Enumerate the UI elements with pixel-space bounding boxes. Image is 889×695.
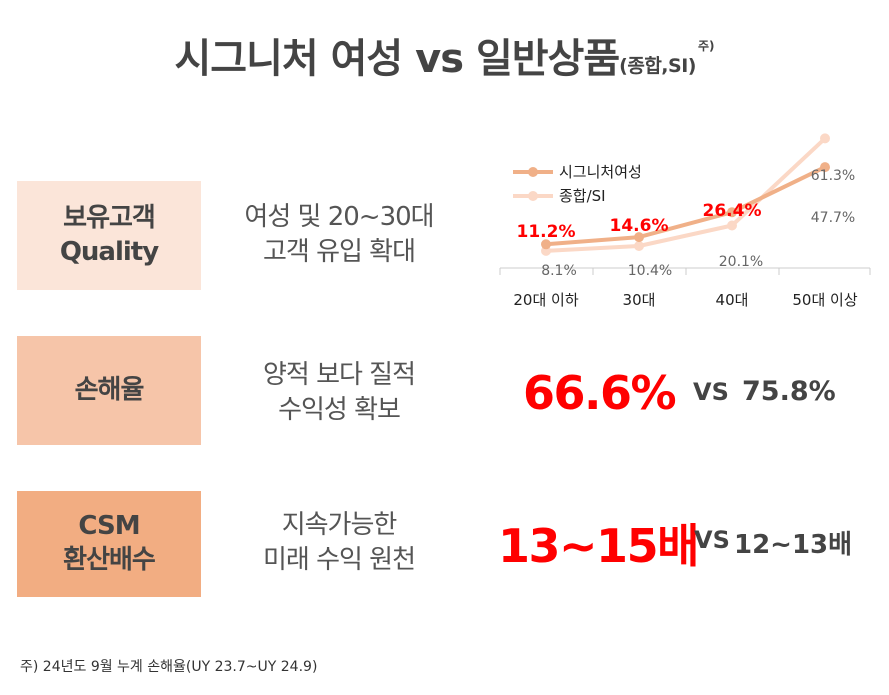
data-point xyxy=(820,162,830,173)
label-box-csm-multiple: CSM 환산배수 xyxy=(17,491,201,597)
legend-swatch-marker xyxy=(528,167,538,177)
vs-label: VS xyxy=(694,526,730,554)
data-label-total: 8.1% xyxy=(541,263,577,279)
data-point xyxy=(634,241,644,251)
title-sub: (종합,SI) xyxy=(619,55,696,77)
title-main: 시그니처 여성 vs 일반상품 xyxy=(174,36,620,82)
data-label-signature: 11.2% xyxy=(517,222,576,242)
data-label-signature: 26.4% xyxy=(703,201,762,221)
label-line: 손해율 xyxy=(74,374,145,405)
data-label-total: 20.1% xyxy=(719,254,763,270)
desc-line: 여성 및 20~30대 xyxy=(244,202,434,232)
legend-swatch-marker xyxy=(528,191,538,201)
label-box-customer-quality: 보유고객 Quality xyxy=(17,181,201,290)
data-point xyxy=(541,239,551,250)
label-line: CSM xyxy=(78,511,140,542)
legend-label: 종합/SI xyxy=(559,187,606,205)
series-line-signature xyxy=(545,165,826,247)
footnote: 주) 24년도 9월 누계 손해율(UY 23.7~UY 24.9) xyxy=(20,659,318,675)
label-line: 환산배수 xyxy=(63,545,156,575)
x-tick-label: 40대 xyxy=(716,291,749,309)
data-label-total: 10.4% xyxy=(628,263,672,279)
vs-label: VS xyxy=(693,378,729,406)
data-label-total: 61.3% xyxy=(811,168,855,184)
desc-line: 지속가능한 xyxy=(281,510,398,540)
data-point xyxy=(727,220,737,231)
desc-loss-ratio: 양적 보다 질적 수익성 확보 xyxy=(216,358,462,428)
desc-customer-quality: 여성 및 20~30대 고객 유입 확대 xyxy=(216,200,462,270)
data-point xyxy=(634,232,644,243)
page-title: 시그니처 여성 vs 일반상품(종합,SI)주) xyxy=(0,26,889,84)
csm-multiple-compare: 12~13배 xyxy=(734,530,853,560)
loss-ratio-compare: 75.8% xyxy=(742,376,836,407)
data-label-signature: 47.7% xyxy=(811,210,855,226)
title-note: 주) xyxy=(697,39,715,53)
desc-csm-multiple: 지속가능한 미래 수익 원천 xyxy=(216,508,462,578)
desc-line: 미래 수익 원천 xyxy=(262,545,416,576)
x-tick-label: 20대 이하 xyxy=(513,291,578,309)
label-line: Quality xyxy=(59,236,159,267)
label-line: 보유고객 xyxy=(63,202,156,233)
loss-ratio-highlight: 66.6% xyxy=(523,366,677,420)
data-label-signature: 14.6% xyxy=(610,216,669,236)
data-point xyxy=(820,133,830,144)
label-box-loss-ratio: 손해율 xyxy=(17,336,201,445)
x-tick-label: 30대 xyxy=(623,291,656,309)
legend-label: 시그니처여성 xyxy=(559,163,642,181)
csm-multiple-highlight: 13~15배 xyxy=(498,519,699,573)
series-line-total xyxy=(545,136,827,253)
x-tick-label: 50대 이상 xyxy=(792,291,857,309)
data-point xyxy=(727,207,737,218)
desc-line: 고객 유입 확대 xyxy=(262,237,416,268)
desc-line: 수익성 확보 xyxy=(278,395,401,426)
desc-line: 양적 보다 질적 xyxy=(262,360,416,390)
